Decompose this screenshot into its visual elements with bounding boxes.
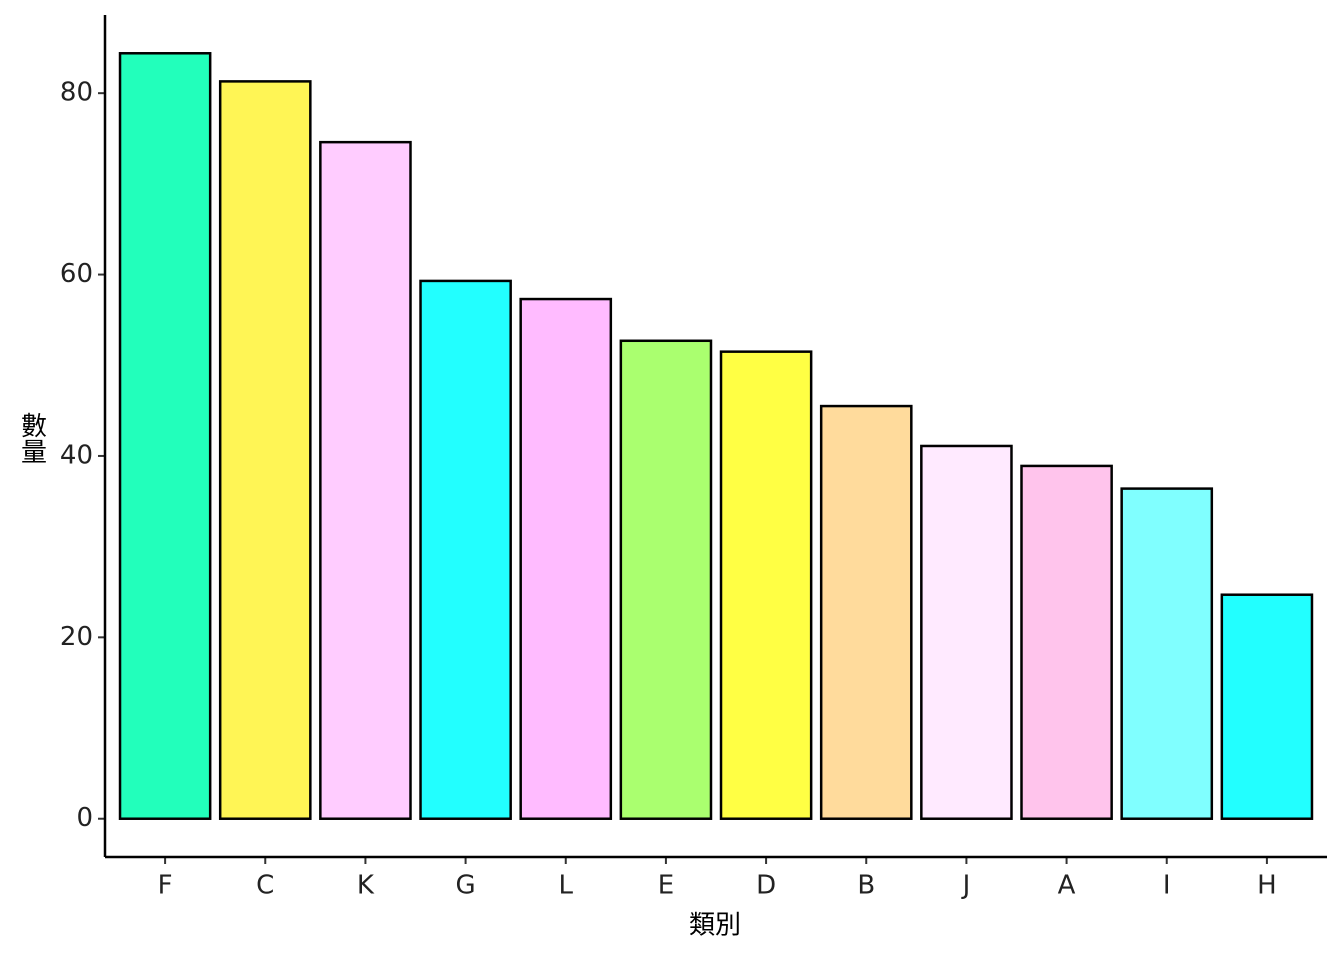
bar xyxy=(218,80,312,820)
bar xyxy=(118,52,212,820)
x-tick-label: C xyxy=(256,871,274,901)
bar xyxy=(819,404,913,820)
x-tick-label: A xyxy=(1058,871,1076,901)
y-tick-label: 40 xyxy=(60,440,93,470)
x-tick-label: D xyxy=(756,871,776,901)
bar xyxy=(1120,487,1214,820)
bar xyxy=(920,444,1013,820)
x-tick-label: J xyxy=(961,871,971,901)
x-tick-label: E xyxy=(658,871,674,901)
x-tick-label: I xyxy=(1163,871,1171,901)
y-tick-label: 0 xyxy=(76,803,93,833)
bar xyxy=(519,297,613,820)
bar xyxy=(319,140,412,820)
y-axis-title: 數量 xyxy=(17,412,47,464)
y-tick-label: 60 xyxy=(60,259,93,289)
x-tick-label: F xyxy=(158,871,173,901)
x-tick-label: B xyxy=(857,871,875,901)
x-tick-label: G xyxy=(456,871,476,901)
bar xyxy=(419,279,512,820)
x-tick-label: K xyxy=(357,871,375,901)
x-tick-label: L xyxy=(559,871,574,901)
bar xyxy=(1220,593,1314,820)
y-tick-label: 20 xyxy=(60,622,93,652)
y-tick-label: 80 xyxy=(60,78,93,108)
bar xyxy=(619,339,713,820)
bar xyxy=(1020,464,1113,820)
x-tick-label: H xyxy=(1257,871,1277,901)
bar xyxy=(719,350,813,820)
x-axis-title: 類別 xyxy=(689,911,741,941)
